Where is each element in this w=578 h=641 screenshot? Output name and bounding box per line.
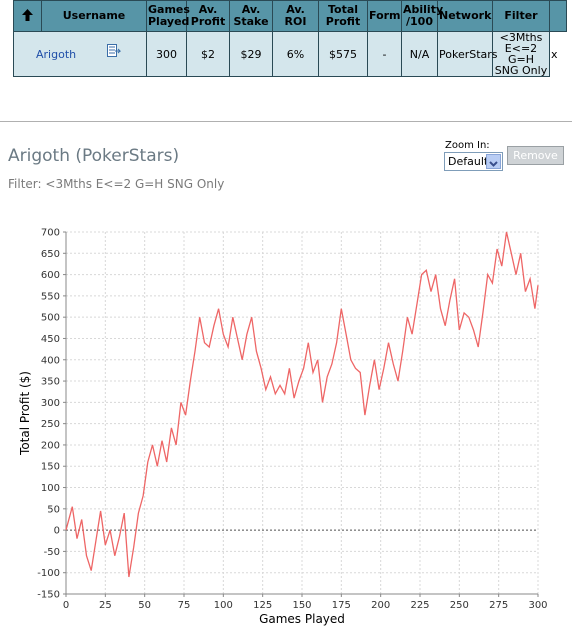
y-tick-label: 600	[41, 270, 60, 281]
av-roi-header[interactable]: Av. ROI	[272, 0, 319, 32]
y-tick-label: 100	[41, 483, 60, 494]
av-stake-cell: $29	[229, 31, 273, 77]
filter-cell: <3Mths E<=2 G=H SNG Only	[492, 31, 550, 77]
x-tick-label: 175	[332, 600, 351, 611]
x-tick-label: 200	[371, 600, 390, 611]
y-tick-label: 350	[41, 377, 60, 388]
profit-chart: -150-100-5005010015020025030035040045050…	[18, 228, 548, 627]
username-link[interactable]: Arigoth	[36, 47, 77, 61]
y-tick-label: 700	[41, 228, 60, 239]
x-tick-label: 275	[489, 600, 508, 611]
zoom-label: Zoom In:	[445, 140, 490, 151]
x-tick-label: 300	[528, 600, 547, 611]
av-profit-cell: $2	[186, 31, 230, 77]
x-tick-label: 150	[292, 600, 311, 611]
total-profit-cell: $575	[318, 31, 368, 77]
av-stake-header[interactable]: Av. Stake	[229, 0, 273, 32]
sort-arrow-header[interactable]	[13, 0, 42, 32]
x-axis-label: Games Played	[259, 612, 345, 626]
network-header[interactable]: Network	[437, 0, 493, 32]
y-tick-label: 150	[41, 462, 60, 473]
username-cell: Arigoth	[13, 31, 147, 77]
y-axis-label: Total Profit ($)	[18, 371, 32, 456]
x-tick-label: 75	[178, 600, 191, 611]
x-tick-label: 125	[253, 600, 272, 611]
sort-arrow-up-icon	[22, 8, 33, 21]
y-tick-label: 450	[41, 334, 60, 345]
y-tick-label: 50	[47, 504, 60, 515]
chevron-down-icon[interactable]	[486, 154, 501, 169]
ability-header[interactable]: Ability/100	[401, 0, 443, 32]
y-tick-label: -100	[37, 568, 60, 579]
games-played-header[interactable]: Games Played	[146, 0, 190, 32]
x-tick-label: 25	[99, 600, 112, 611]
y-tick-label: 550	[41, 291, 60, 302]
remove-row-x[interactable]: x	[551, 47, 558, 61]
y-tick-label: -150	[37, 590, 60, 601]
y-tick-label: 300	[41, 398, 60, 409]
games-played-cell: 300	[146, 31, 187, 77]
zoom-select[interactable]: Default	[444, 152, 503, 171]
zoom-select-value: Default	[448, 155, 489, 168]
y-tick-label: 400	[41, 355, 60, 366]
username-header[interactable]: Username	[41, 0, 147, 32]
remove-row-cell[interactable]: x	[549, 31, 567, 77]
remove-button[interactable]: Remove	[507, 146, 564, 165]
x-tick-label: 225	[410, 600, 429, 611]
av-roi-cell: 6%	[272, 31, 319, 77]
y-tick-label: 200	[41, 440, 60, 451]
y-tick-label: 250	[41, 419, 60, 430]
filter-description: Filter: <3Mths E<=2 G=H SNG Only	[8, 177, 225, 191]
ability-cell: N/A	[401, 31, 438, 77]
x-tick-label: 50	[138, 600, 151, 611]
x-tick-label: 100	[214, 600, 233, 611]
filter-header[interactable]: Filter	[492, 0, 550, 32]
y-tick-label: 0	[54, 526, 60, 537]
section-divider	[0, 121, 572, 122]
form-header[interactable]: Form	[367, 0, 402, 32]
x-tick-label: 0	[63, 600, 69, 611]
table-row: Arigoth 300 $2 $29 6% $575 - N/A PokerSt…	[13, 31, 567, 77]
network-cell: PokerStars	[437, 31, 498, 77]
stats-table: Username Games Played Av. Profit Av. Stake …	[13, 0, 567, 77]
report-export-icon[interactable]	[107, 43, 122, 62]
close-header	[549, 0, 567, 32]
av-profit-header[interactable]: Av. Profit	[186, 0, 230, 32]
y-tick-label: -50	[44, 547, 60, 558]
y-tick-label: 650	[41, 249, 60, 260]
series-line-0	[65, 231, 539, 578]
total-profit-header[interactable]: Total Profit	[318, 0, 368, 32]
form-cell: -	[367, 31, 402, 77]
y-tick-label: 500	[41, 313, 60, 324]
page-title: Arigoth (PokerStars)	[8, 146, 180, 166]
x-tick-label: 250	[450, 600, 469, 611]
